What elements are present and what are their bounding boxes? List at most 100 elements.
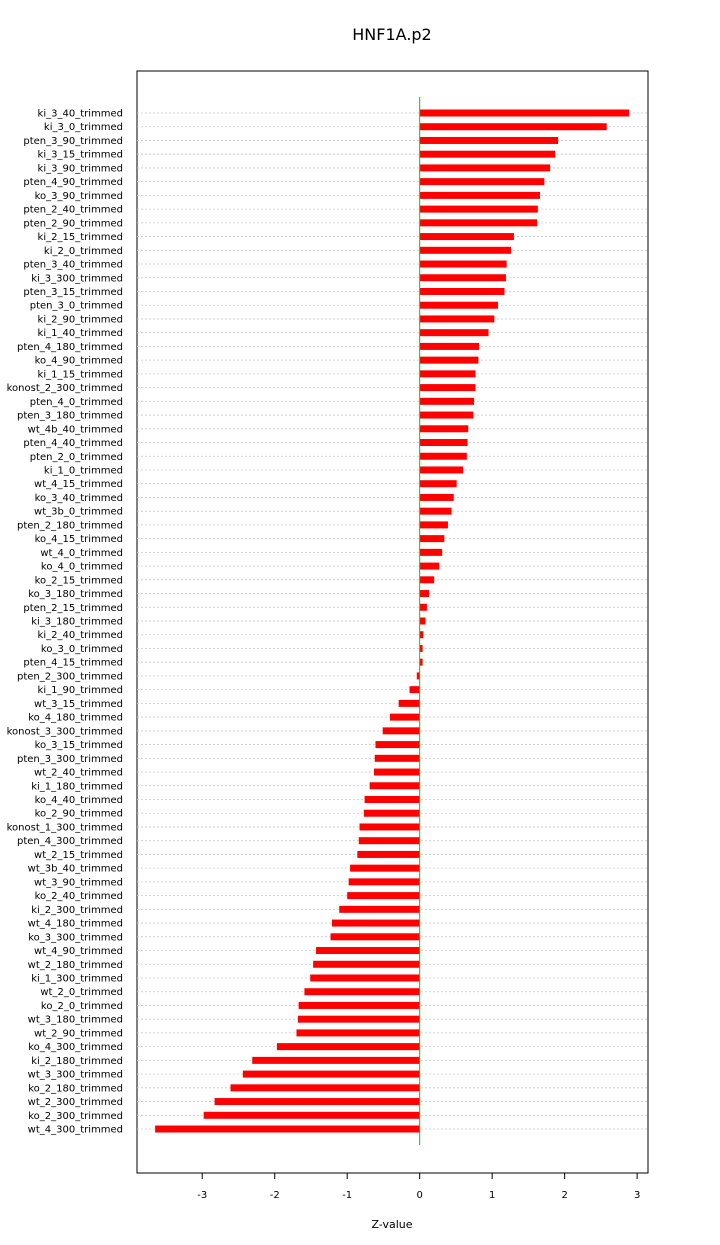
category-label: pten_2_90_trimmed — [23, 218, 123, 229]
category-label: ko_2_15_trimmed — [35, 575, 123, 586]
bar — [419, 178, 545, 186]
category-labels: ki_3_40_trimmed ki_3_0_trimmed pten_3_90_t… — [7, 109, 123, 1136]
bar — [310, 974, 420, 982]
category-label: pten_3_15_trimmed — [23, 287, 123, 298]
category-label: wt_2_90_trimmed — [34, 1028, 123, 1039]
category-label: ki_3_300_trimmed — [31, 273, 123, 284]
category-label: pten_3_40_trimmed — [23, 260, 123, 271]
bar — [374, 768, 420, 776]
category-label: ki_2_180_trimmed — [31, 1056, 123, 1067]
bar — [419, 493, 454, 501]
category-label: ki_3_40_trimmed — [38, 109, 123, 120]
bar — [419, 287, 505, 295]
bar — [419, 274, 506, 282]
bar — [230, 1084, 420, 1092]
bar — [419, 548, 443, 556]
bar — [363, 809, 420, 817]
category-label: pten_4_300_trimmed — [17, 836, 123, 847]
bar — [375, 741, 420, 749]
bar — [419, 425, 469, 433]
bar — [331, 919, 420, 927]
bar — [419, 191, 541, 199]
bar — [419, 342, 480, 350]
bar — [419, 480, 457, 488]
category-label: ki_3_15_trimmed — [38, 150, 123, 161]
category-label: wt_3_180_trimmed — [28, 1015, 123, 1026]
x-tick-label: -3 — [197, 1190, 207, 1201]
category-label: ki_2_40_trimmed — [38, 630, 123, 641]
category-label: ko_3_180_trimmed — [28, 589, 123, 600]
category-label: wt_3b_40_trimmed — [28, 864, 123, 875]
category-label: pten_3_90_trimmed — [23, 136, 123, 147]
bar — [419, 329, 489, 337]
bar — [276, 1043, 420, 1051]
category-label: pten_2_15_trimmed — [23, 603, 123, 614]
category-label: wt_4_15_trimmed — [34, 479, 123, 490]
bar — [419, 370, 476, 378]
category-label: ko_2_0_trimmed — [41, 1001, 123, 1012]
category-label: ko_3_15_trimmed — [35, 740, 123, 751]
category-label: ki_1_15_trimmed — [38, 369, 123, 380]
bar — [419, 164, 551, 172]
bars — [155, 109, 630, 1133]
bar — [419, 219, 538, 227]
category-label: wt_3b_0_trimmed — [34, 507, 123, 518]
category-label: ki_3_0_trimmed — [44, 122, 123, 133]
category-label: ki_1_300_trimmed — [31, 973, 123, 984]
bar — [419, 246, 512, 254]
category-label: ko_4_90_trimmed — [35, 356, 123, 367]
category-label: wt_3_90_trimmed — [34, 877, 123, 888]
x-tick-label: 3 — [634, 1190, 640, 1201]
category-label: ko_2_90_trimmed — [35, 809, 123, 820]
bar — [364, 796, 420, 803]
bar — [297, 1015, 420, 1023]
category-label: wt_4_0_trimmed — [40, 548, 123, 559]
chart-title: HNF1A.p2 — [352, 25, 431, 44]
category-label: konost_1_300_trimmed — [7, 822, 123, 833]
bar — [316, 947, 420, 955]
bar — [419, 356, 479, 364]
category-label: pten_4_40_trimmed — [23, 438, 123, 449]
x-tick-label: -1 — [342, 1190, 352, 1201]
category-label: ko_2_40_trimmed — [35, 891, 123, 902]
category-label: ki_1_180_trimmed — [31, 781, 123, 792]
category-label: pten_2_0_trimmed — [30, 452, 123, 463]
category-label: wt_3_300_trimmed — [28, 1070, 123, 1081]
bar — [419, 658, 423, 666]
category-label: pten_4_15_trimmed — [23, 658, 123, 669]
category-label: pten_4_0_trimmed — [30, 397, 123, 408]
category-label: ki_2_90_trimmed — [38, 314, 123, 325]
bar — [252, 1056, 420, 1064]
category-label: pten_3_0_trimmed — [30, 301, 123, 312]
category-label: ko_4_0_trimmed — [41, 562, 123, 573]
category-label: ki_1_90_trimmed — [38, 685, 123, 696]
bar — [419, 397, 475, 405]
bar — [348, 878, 420, 886]
bar — [419, 411, 474, 419]
bar — [419, 590, 430, 598]
category-label: ko_4_180_trimmed — [28, 713, 123, 724]
category-label: ki_1_40_trimmed — [38, 328, 123, 339]
bar — [419, 301, 498, 309]
category-label: ko_2_300_trimmed — [28, 1111, 123, 1122]
bar — [419, 603, 427, 611]
bar — [409, 686, 420, 694]
category-label: pten_2_40_trimmed — [23, 205, 123, 216]
bar — [419, 521, 448, 529]
category-label: ko_4_15_trimmed — [35, 534, 123, 545]
bar — [298, 1001, 420, 1009]
category-label: konost_3_300_trimmed — [7, 726, 123, 737]
category-label: pten_4_90_trimmed — [23, 177, 123, 188]
bar — [155, 1125, 420, 1133]
category-label: ko_3_40_trimmed — [35, 493, 123, 504]
category-label: ki_3_90_trimmed — [38, 163, 123, 174]
category-label: ko_3_0_trimmed — [41, 644, 123, 655]
category-label: ko_2_180_trimmed — [28, 1083, 123, 1094]
bar — [214, 1098, 420, 1106]
bar — [419, 535, 445, 543]
category-label: pten_4_180_trimmed — [17, 342, 123, 353]
bar — [382, 727, 420, 735]
category-label: ki_2_0_trimmed — [44, 246, 123, 257]
bar — [419, 439, 468, 447]
bar — [358, 837, 420, 845]
